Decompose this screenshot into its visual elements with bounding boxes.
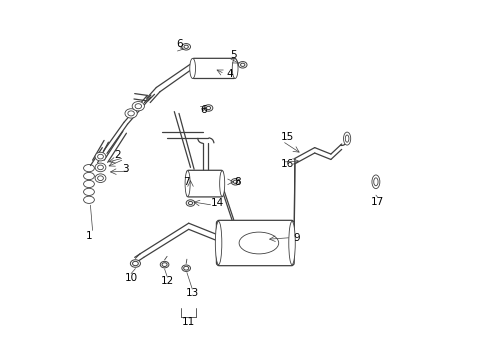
Ellipse shape [182, 44, 190, 50]
FancyBboxPatch shape [216, 220, 294, 266]
Ellipse shape [240, 63, 244, 66]
Ellipse shape [185, 171, 190, 197]
Ellipse shape [182, 265, 190, 271]
Ellipse shape [98, 165, 103, 170]
Ellipse shape [219, 171, 224, 197]
Ellipse shape [206, 107, 210, 110]
Text: 15: 15 [281, 132, 294, 142]
Ellipse shape [183, 266, 188, 270]
Ellipse shape [232, 58, 238, 78]
Ellipse shape [130, 260, 140, 267]
Ellipse shape [231, 179, 239, 185]
Text: 6: 6 [200, 105, 206, 115]
Ellipse shape [189, 58, 195, 78]
Ellipse shape [95, 163, 106, 172]
Ellipse shape [373, 178, 377, 186]
Text: 7: 7 [183, 177, 189, 187]
Text: 1: 1 [85, 231, 92, 241]
Ellipse shape [162, 263, 167, 266]
Ellipse shape [95, 174, 106, 183]
Ellipse shape [233, 180, 237, 184]
Ellipse shape [135, 104, 141, 109]
Ellipse shape [160, 261, 168, 268]
Ellipse shape [132, 261, 138, 266]
Ellipse shape [132, 102, 144, 111]
Text: 6: 6 [176, 39, 183, 49]
Text: 4: 4 [226, 69, 233, 79]
Text: 8: 8 [234, 177, 240, 187]
Ellipse shape [238, 62, 246, 68]
Ellipse shape [186, 200, 194, 206]
Ellipse shape [215, 221, 222, 265]
Text: 12: 12 [160, 276, 173, 286]
Text: 2: 2 [114, 150, 121, 160]
Text: 5: 5 [230, 50, 237, 60]
Text: 17: 17 [370, 197, 384, 207]
Ellipse shape [204, 105, 212, 111]
Ellipse shape [98, 176, 103, 180]
Text: 16: 16 [281, 159, 294, 169]
Text: 3: 3 [122, 164, 128, 174]
Ellipse shape [188, 202, 192, 204]
Ellipse shape [345, 135, 348, 142]
Ellipse shape [343, 132, 350, 145]
FancyBboxPatch shape [192, 58, 235, 78]
Text: 13: 13 [185, 288, 199, 298]
Ellipse shape [371, 175, 379, 189]
Ellipse shape [95, 152, 106, 161]
Text: 11: 11 [182, 317, 195, 327]
Ellipse shape [183, 45, 188, 49]
Text: 10: 10 [124, 273, 138, 283]
Ellipse shape [98, 154, 103, 159]
Ellipse shape [125, 109, 137, 118]
Ellipse shape [127, 111, 134, 116]
Ellipse shape [288, 221, 295, 265]
Text: 9: 9 [293, 233, 300, 243]
FancyBboxPatch shape [186, 170, 223, 197]
Text: 14: 14 [210, 198, 224, 208]
